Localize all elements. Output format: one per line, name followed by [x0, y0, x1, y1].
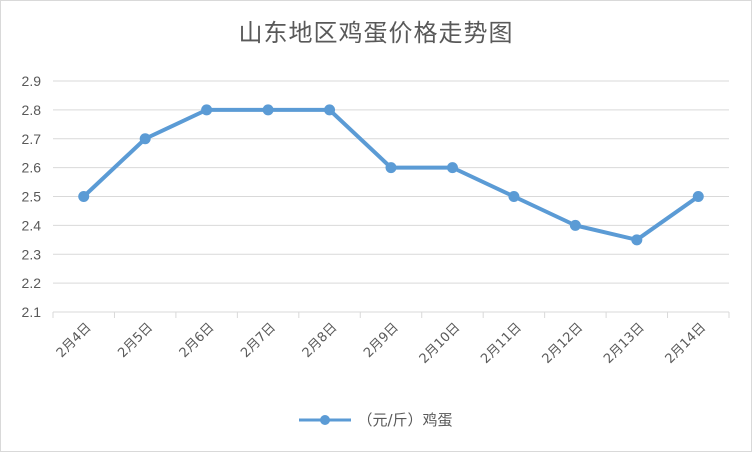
data-point [508, 191, 520, 202]
data-point [78, 191, 90, 202]
data-point [139, 133, 151, 145]
y-tick-label: 2.2 [22, 275, 42, 291]
y-tick-label: 2.6 [22, 160, 42, 176]
data-point [569, 219, 581, 231]
x-tick-label: 2月9日 [361, 320, 402, 361]
legend-line-marker-icon [299, 414, 352, 425]
data-point [262, 104, 274, 116]
data-point [446, 162, 458, 174]
data-point [692, 191, 704, 202]
y-tick-label: 2.8 [22, 102, 42, 118]
y-tick-label: 2.7 [22, 131, 42, 147]
x-tick-label: 2月10日 [417, 320, 464, 367]
x-tick-label: 2月12日 [540, 320, 587, 367]
y-tick-label: 2.3 [22, 246, 42, 262]
x-tick-label: 2月13日 [601, 320, 648, 367]
y-tick-label: 2.9 [22, 73, 42, 89]
chart-title: 山东地区鸡蛋价格走势图 [238, 19, 514, 47]
data-point [324, 104, 336, 116]
plot-area: 2.1 2.2 2.3 2.4 2.5 2.6 2.7 2.8 2.9 2月4日 2月5日 2月6日 2… [22, 73, 730, 367]
data-point [631, 234, 643, 246]
x-tick-label: 2月14日 [663, 320, 710, 367]
y-tick-label: 2.5 [22, 189, 42, 205]
data-point [385, 162, 397, 174]
x-tick-label: 2月8日 [300, 320, 341, 361]
x-tick-label: 2月5日 [115, 320, 156, 361]
x-tick-label: 2月7日 [238, 320, 279, 361]
y-tick-label: 2.4 [22, 217, 42, 233]
series-line [81, 107, 701, 242]
x-tick-label: 2月6日 [177, 320, 218, 361]
y-tick-label: 2.1 [22, 304, 42, 320]
legend-label: （元/斤）鸡蛋 [357, 411, 453, 429]
x-tick-label: 2月4日 [54, 320, 95, 361]
legend: （元/斤）鸡蛋 [1, 409, 751, 430]
data-point [201, 104, 213, 116]
x-tick-label: 2月11日 [478, 320, 525, 367]
